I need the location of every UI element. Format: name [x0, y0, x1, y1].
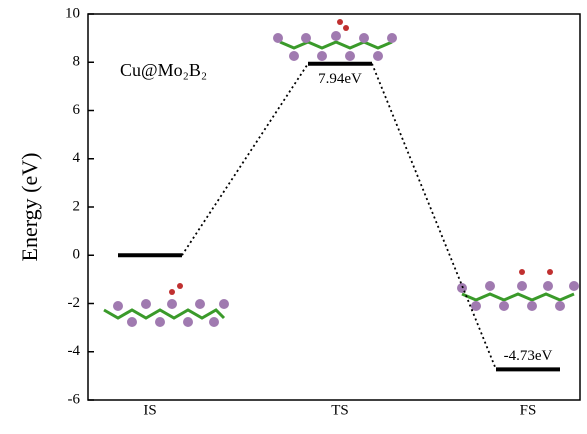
y-tick-label: 2 [73, 198, 81, 214]
y-tick-label: -6 [68, 391, 81, 407]
connector [182, 64, 308, 256]
y-tick-label: 0 [73, 247, 81, 263]
value-label: -4.73eV [504, 348, 553, 364]
structure-ts [273, 19, 397, 61]
y-tick-label: 8 [73, 54, 81, 70]
chart: Energy (eV) Cu@Mo₂B₂ -6 -4 -2 0 2 4 6 8 10 IS TS 7.… [0, 0, 587, 434]
y-tick-label: -2 [68, 295, 81, 311]
x-tick-label: IS [143, 402, 156, 418]
y-tick-label: 4 [73, 150, 81, 166]
x-tick-label: TS [331, 402, 349, 418]
y-axis-label: Energy (eV) [17, 153, 42, 262]
x-tick-label: FS [520, 402, 537, 418]
y-tick-label: 6 [73, 102, 81, 118]
connector [372, 64, 496, 370]
value-label: 7.94eV [318, 71, 362, 87]
structure-is [104, 283, 229, 327]
annotation: Cu@Mo₂B₂ [120, 60, 207, 80]
structure-fs [457, 269, 579, 311]
y-tick-label: -4 [68, 343, 81, 359]
y-tick-label: 10 [65, 5, 80, 21]
